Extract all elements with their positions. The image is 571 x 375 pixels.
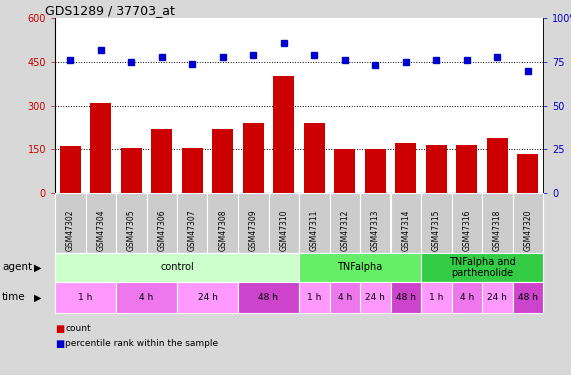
Text: GSM47313: GSM47313 — [371, 210, 380, 251]
Bar — [273, 76, 295, 193]
Bar — [151, 129, 172, 193]
Text: ▶: ▶ — [34, 292, 42, 303]
Text: GSM47310: GSM47310 — [279, 210, 288, 251]
Text: 1 h: 1 h — [429, 293, 444, 302]
Bar — [395, 143, 416, 193]
Text: GSM47318: GSM47318 — [493, 210, 502, 251]
Text: TNFalpha and
parthenolide: TNFalpha and parthenolide — [449, 257, 516, 278]
Text: GSM47309: GSM47309 — [249, 210, 258, 251]
Text: time: time — [2, 292, 26, 303]
Bar — [334, 149, 355, 193]
Text: 4 h: 4 h — [337, 293, 352, 302]
Bar — [456, 145, 477, 193]
Text: GSM47305: GSM47305 — [127, 210, 136, 251]
Text: percentile rank within the sample: percentile rank within the sample — [65, 339, 218, 348]
Bar — [120, 148, 142, 193]
Text: GSM47308: GSM47308 — [218, 210, 227, 251]
Bar — [425, 145, 447, 193]
Text: 24 h: 24 h — [198, 293, 218, 302]
Text: 4 h: 4 h — [139, 293, 154, 302]
Text: TNFalpha: TNFalpha — [337, 262, 383, 273]
Text: GSM47302: GSM47302 — [66, 210, 75, 251]
Text: GSM47306: GSM47306 — [157, 210, 166, 251]
Text: GDS1289 / 37703_at: GDS1289 / 37703_at — [45, 4, 175, 17]
Text: 4 h: 4 h — [460, 293, 474, 302]
Text: 48 h: 48 h — [259, 293, 279, 302]
Text: 1 h: 1 h — [78, 293, 93, 302]
Text: count: count — [65, 324, 91, 333]
Bar — [486, 138, 508, 193]
Text: 48 h: 48 h — [518, 293, 538, 302]
Text: control: control — [160, 262, 194, 273]
Text: GSM47320: GSM47320 — [523, 210, 532, 251]
Bar — [59, 146, 81, 193]
Text: GSM47307: GSM47307 — [188, 210, 197, 251]
Text: 24 h: 24 h — [365, 293, 385, 302]
Bar — [304, 123, 325, 193]
Text: ▶: ▶ — [34, 262, 42, 273]
Text: GSM47315: GSM47315 — [432, 210, 441, 251]
Bar — [212, 129, 234, 193]
Bar — [243, 123, 264, 193]
Text: agent: agent — [2, 262, 32, 273]
Text: 1 h: 1 h — [307, 293, 321, 302]
Text: 48 h: 48 h — [396, 293, 416, 302]
Bar — [364, 149, 386, 193]
Bar — [517, 154, 538, 193]
Text: GSM47304: GSM47304 — [96, 210, 105, 251]
Text: GSM47311: GSM47311 — [309, 210, 319, 251]
Text: GSM47314: GSM47314 — [401, 210, 410, 251]
Text: 24 h: 24 h — [487, 293, 507, 302]
Text: GSM47312: GSM47312 — [340, 210, 349, 251]
Text: ■: ■ — [55, 339, 65, 349]
Bar — [182, 148, 203, 193]
Text: ■: ■ — [55, 324, 65, 334]
Bar — [90, 103, 111, 193]
Text: GSM47316: GSM47316 — [463, 210, 471, 251]
